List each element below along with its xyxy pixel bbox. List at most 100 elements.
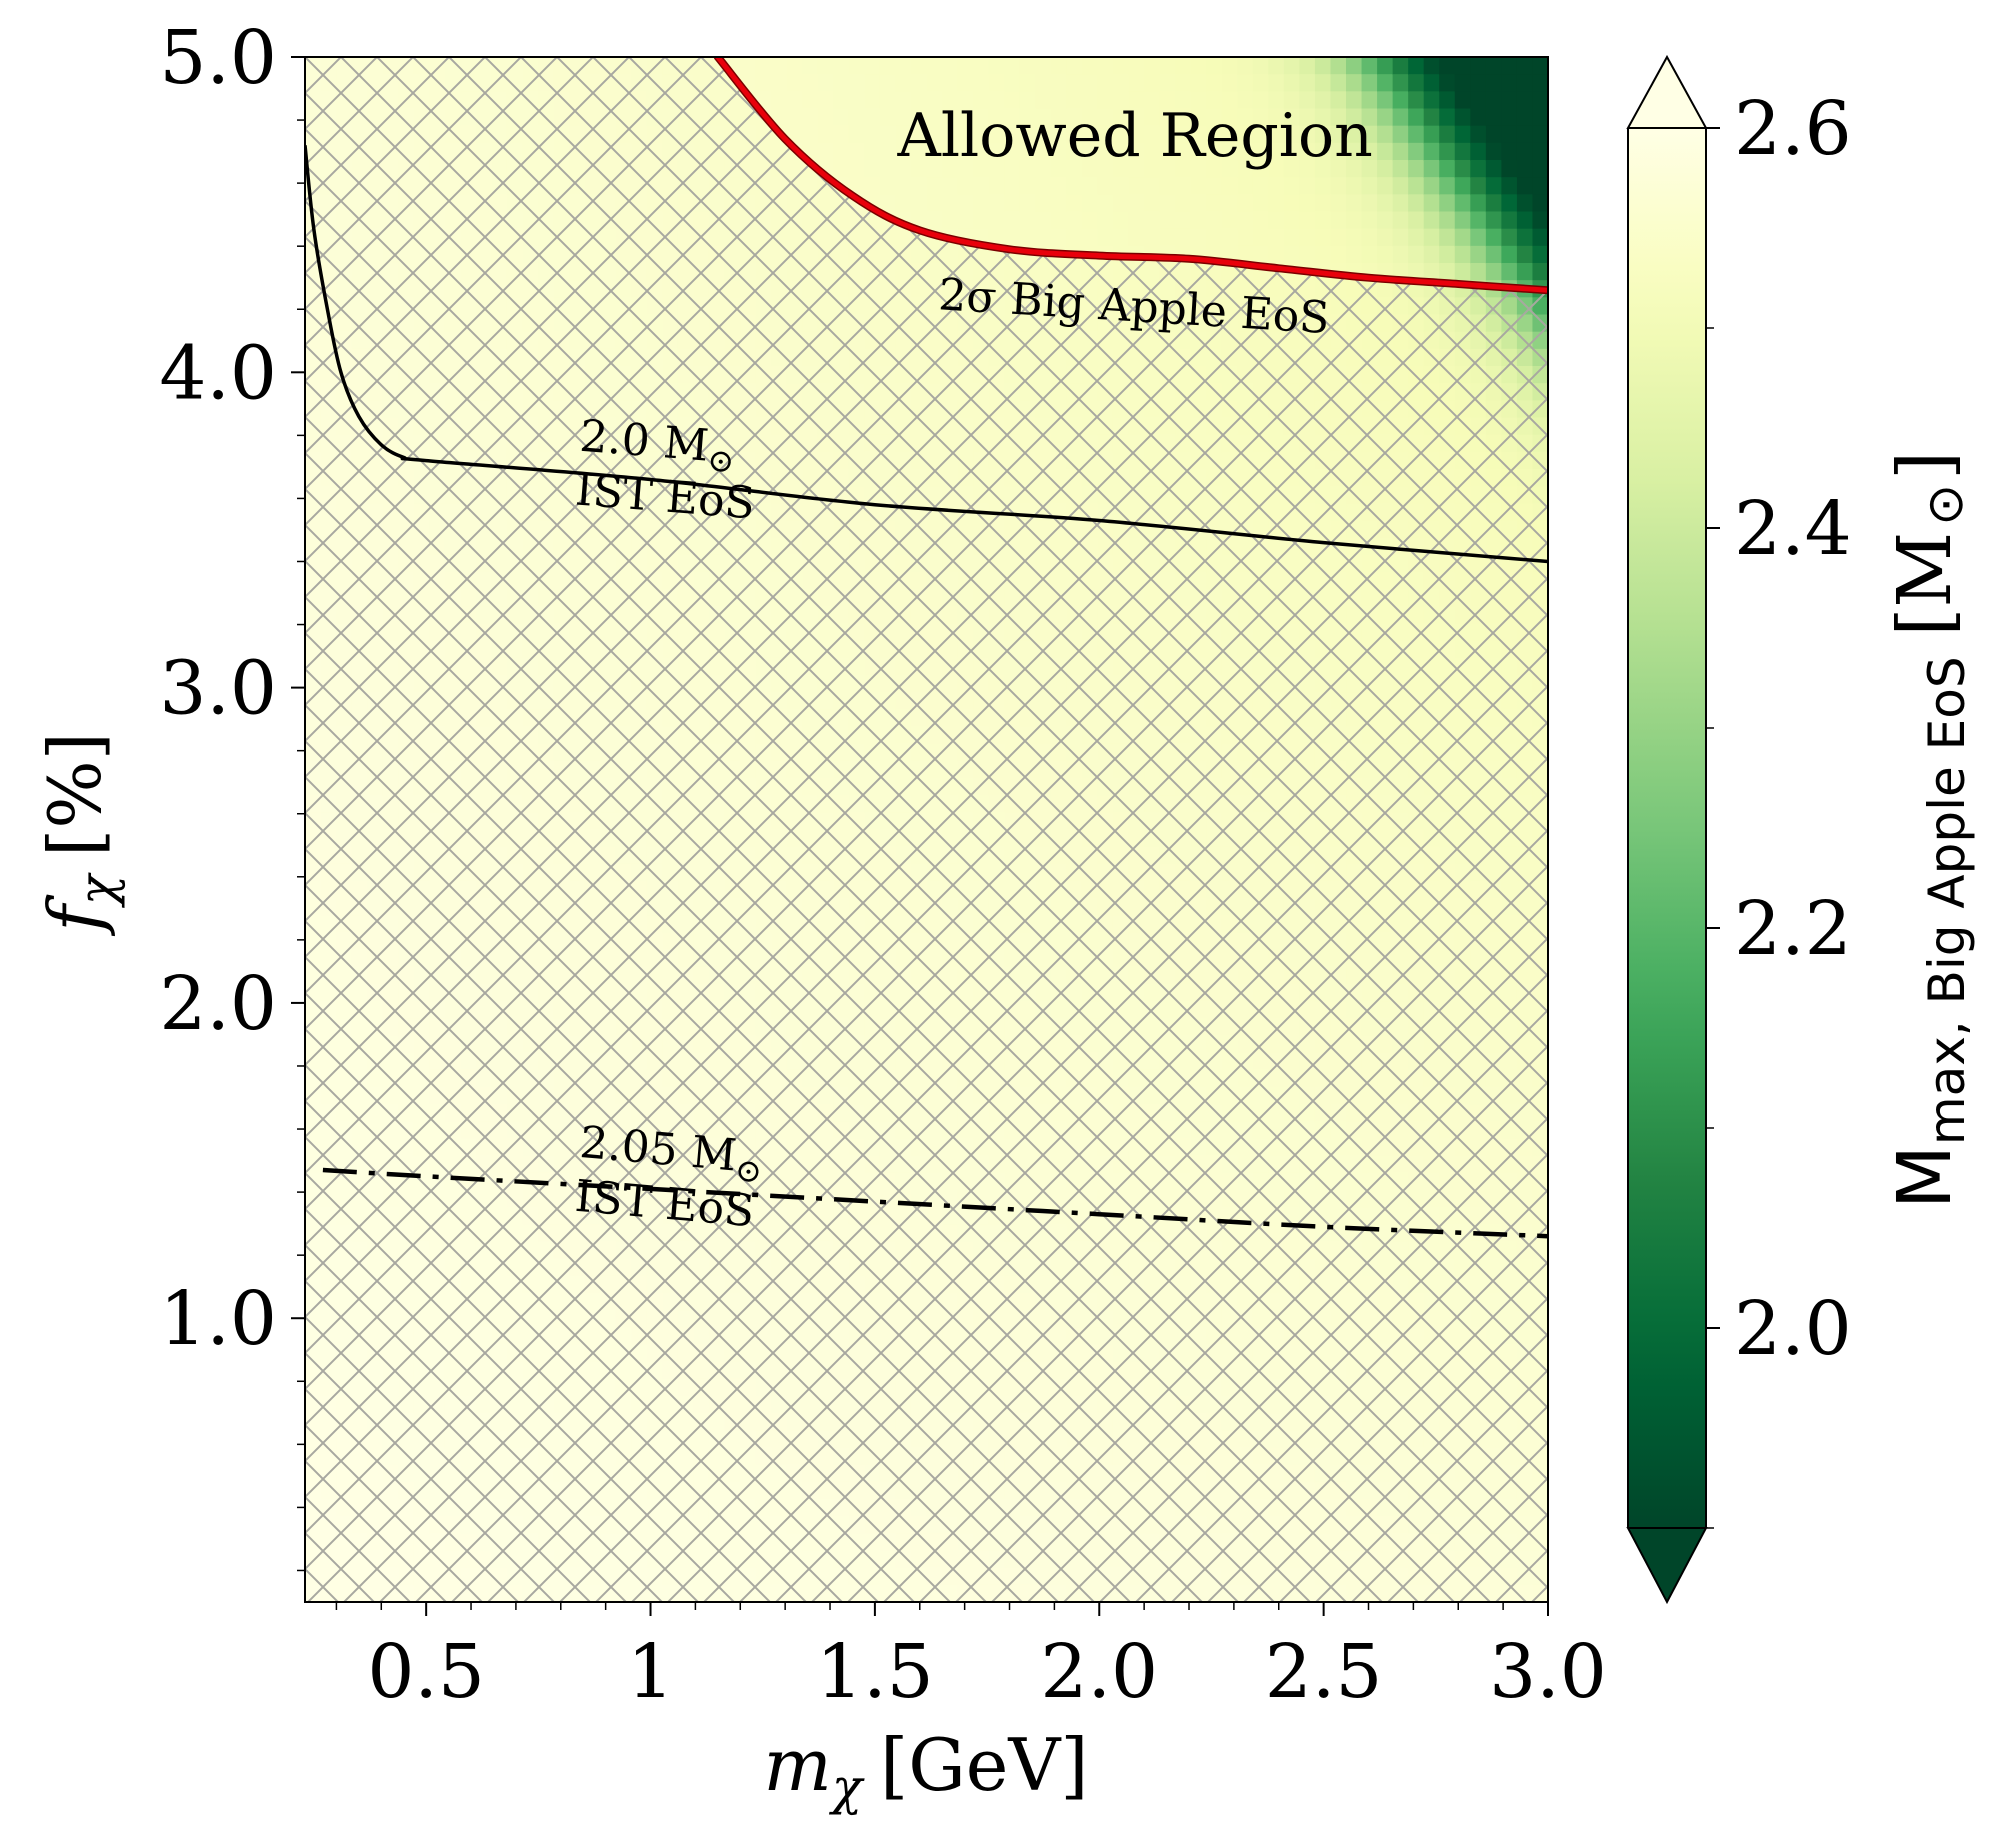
heatmap-cell [1050,108,1068,127]
heatmap-cell [848,142,866,161]
heatmap-cell [1035,142,1052,161]
heatmap-cell [973,177,990,196]
heatmap-cell [1097,74,1114,93]
heatmap-cell [973,91,990,110]
heatmap-cell [833,108,850,127]
heatmap-cell [1128,194,1145,213]
heatmap-cell [817,108,835,127]
heatmap-cell [1128,160,1145,178]
heatmap-cell [1019,228,1037,247]
heatmap-cell [1128,142,1145,161]
heatmap-cell [864,57,881,75]
heatmap-cell [1144,160,1161,178]
heatmap-cell [1097,142,1114,161]
heatmap-cell [988,177,1005,196]
heatmap-cell [786,57,803,75]
heatmap-cell [848,74,866,93]
heatmap-cell [942,177,959,196]
heatmap-cell [817,57,835,75]
heatmap-cell [1081,194,1099,213]
heatmap-cell [942,125,959,144]
heatmap-cell [1081,160,1099,178]
heatmap-cell [942,57,959,75]
heatmap-cell [973,57,990,75]
heatmap-cell [771,74,788,93]
heatmap-cell [1019,194,1037,213]
heatmap-cell [802,125,819,144]
heatmap-cell [1081,228,1099,247]
heatmap-cell [1112,91,1130,110]
heatmap-cell [1097,91,1114,110]
heatmap-cell [1050,160,1068,178]
heatmap-cell [988,125,1005,144]
heatmap-cell [957,160,974,178]
heatmap-cell [1159,228,1176,247]
heatmap-cell [1144,194,1161,213]
heatmap-cell [1066,211,1083,230]
heatmap-cell [942,91,959,110]
heatmap-cell [1066,74,1083,93]
heatmap-cell [802,108,819,127]
heatmap-cell [1081,91,1099,110]
heatmap-cell [879,91,897,110]
heatmap-cell [926,160,943,178]
heatmap-cell [1112,211,1130,230]
heatmap-cell [957,142,974,161]
heatmap-cell [1144,125,1161,144]
heatmap-cell [1035,108,1052,127]
heatmap-cell [879,194,897,213]
heatmap-cell [1066,177,1083,196]
heatmap-cell [817,74,835,93]
heatmap-cell [1019,125,1037,144]
heatmap-cell [879,160,897,178]
heatmap-cell [910,194,928,213]
heatmap-cell [942,108,959,127]
heatmap-cell [1128,125,1145,144]
heatmap-cell [926,57,943,75]
heatmap-cell [833,160,850,178]
heatmap-cell [1050,74,1068,93]
heatmap-cell [1081,211,1099,230]
heatmap-cell [802,57,819,75]
heatmap-cell [926,108,943,127]
heatmap-cell [910,125,928,144]
heatmap-cell [1035,74,1052,93]
heatmap-cell [1066,108,1083,127]
heatmap-cell [926,74,943,93]
heatmap-cell [833,74,850,93]
heatmap-cell [973,211,990,230]
heatmap-cell [1128,108,1145,127]
heatmap-cell [1066,228,1083,247]
heatmap-cell [1159,91,1176,110]
heatmap-cell [1159,142,1176,161]
heatmap-cell [1004,108,1021,127]
heatmap-cell [1112,142,1130,161]
heatmap-cell [895,142,912,161]
heatmap-cell [942,194,959,213]
heatmap-cell [1066,57,1083,75]
heatmap-cell [1081,108,1099,127]
heatmap-cell [1159,125,1176,144]
heatmap-cell [1097,125,1114,144]
heatmap-cell [848,160,866,178]
heatmap-cell [1004,160,1021,178]
heatmap-cell [988,160,1005,178]
heatmap-cell [895,91,912,110]
heatmap-cell [1159,177,1176,196]
heatmap-cell [988,142,1005,161]
heatmap-cell [1050,194,1068,213]
heatmap-cell [755,57,772,75]
heatmap-cell [864,91,881,110]
heatmap-cell [1066,125,1083,144]
heatmap-cell [802,74,819,93]
heatmap-cell [1035,57,1052,75]
heatmap-cell [988,91,1005,110]
heatmap-cell [771,91,788,110]
heatmap-cell [926,125,943,144]
heatmap-cell [895,57,912,75]
heatmap-cell [895,160,912,178]
heatmap-cell [1112,108,1130,127]
heatmap-cell [864,74,881,93]
heatmap-cell [879,177,897,196]
heatmap-cell [755,74,772,93]
